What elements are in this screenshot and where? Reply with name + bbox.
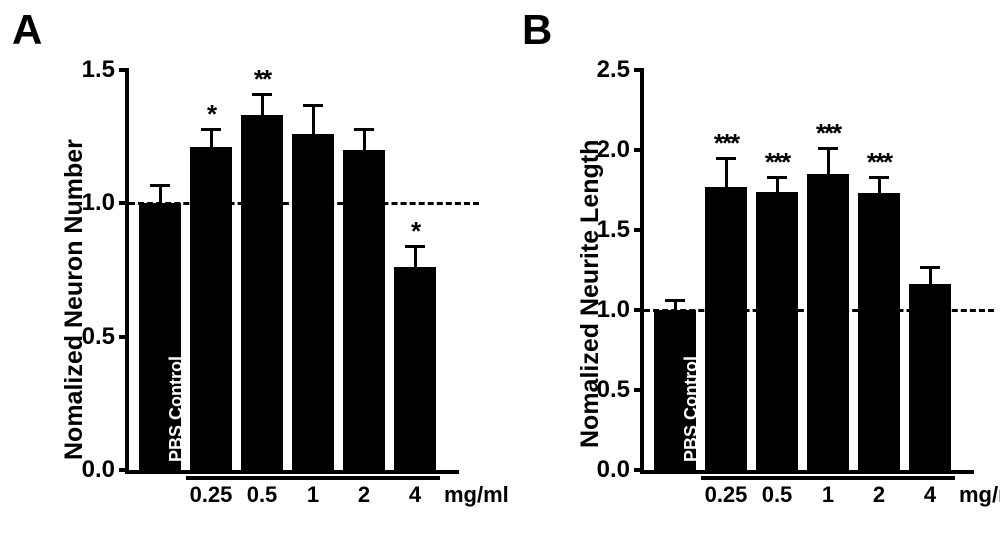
x-axis-unit: mg/ml [444, 482, 509, 508]
x-tick-label: 0.5 [247, 482, 278, 508]
error-bar [261, 94, 264, 115]
x-tick-label: 0.5 [762, 482, 793, 508]
panel-a-plot: 0.00.51.01.5PBS Control*0.25**0.512*4mg/… [125, 70, 459, 474]
error-bar [159, 185, 162, 204]
y-tick [634, 228, 644, 232]
significance-marker: * [207, 99, 215, 130]
x-tick-label: 2 [873, 482, 885, 508]
error-bar [210, 129, 213, 148]
bar [705, 187, 747, 470]
y-tick-label: 0.0 [597, 456, 630, 484]
x-tick-label: 1 [307, 482, 319, 508]
y-tick-label: 1.5 [597, 216, 630, 244]
bar [190, 147, 232, 470]
y-tick [634, 308, 644, 312]
x-tick-label: 4 [409, 482, 421, 508]
y-tick-label: 0.5 [597, 376, 630, 404]
error-cap [354, 128, 374, 131]
y-tick [119, 335, 129, 339]
error-bar [312, 105, 315, 134]
bar [756, 192, 798, 470]
x-tick-label: 0.25 [705, 482, 748, 508]
pbs-control-label: PBS Control [166, 356, 187, 462]
error-cap [920, 266, 940, 269]
significance-marker: * [411, 216, 419, 247]
bar [343, 150, 385, 470]
y-tick-label: 2.0 [597, 136, 630, 164]
panel-a-label: A [12, 6, 42, 54]
significance-marker: *** [714, 128, 738, 159]
y-tick-label: 2.5 [597, 56, 630, 84]
y-tick [634, 148, 644, 152]
x-tick-label: 4 [924, 482, 936, 508]
significance-marker: *** [816, 118, 840, 149]
y-tick [634, 68, 644, 72]
y-tick [119, 201, 129, 205]
y-tick [119, 468, 129, 472]
panel-a-ylabel: Nomalized Neuron Number [60, 139, 89, 460]
error-bar [878, 177, 881, 193]
x-tick-label: 2 [358, 482, 370, 508]
bar [807, 174, 849, 470]
panel-b-plot: 0.00.51.01.52.02.5PBS Control***0.25***0… [640, 70, 974, 474]
bar [292, 134, 334, 470]
error-bar [776, 177, 779, 191]
figure: A B Nomalized Neuron Number Nomalized Ne… [0, 0, 1000, 560]
dose-group-line [701, 476, 955, 480]
x-tick-label: 0.25 [190, 482, 233, 508]
error-cap [150, 184, 170, 187]
error-bar [929, 267, 932, 285]
x-axis-unit: mg/ml [959, 482, 1000, 508]
y-tick-label: 0.5 [82, 323, 115, 351]
y-tick-label: 1.5 [82, 56, 115, 84]
significance-marker: *** [867, 147, 891, 178]
bar [241, 115, 283, 470]
y-tick [634, 388, 644, 392]
x-tick-label: 1 [822, 482, 834, 508]
y-tick-label: 0.0 [82, 456, 115, 484]
y-tick-label: 1.0 [597, 296, 630, 324]
error-bar [363, 129, 366, 150]
bar [394, 267, 436, 470]
error-bar [827, 148, 830, 174]
dose-group-line [186, 476, 440, 480]
y-tick-label: 1.0 [82, 189, 115, 217]
error-cap [303, 104, 323, 107]
panel-b-label: B [522, 6, 552, 54]
pbs-control-label: PBS Control [681, 356, 702, 462]
error-cap [665, 299, 685, 302]
y-tick [119, 68, 129, 72]
error-bar [414, 246, 417, 267]
bar [858, 193, 900, 470]
error-bar [725, 158, 728, 187]
significance-marker: *** [765, 147, 789, 178]
y-tick [634, 468, 644, 472]
bar [909, 284, 951, 470]
significance-marker: ** [254, 64, 270, 95]
